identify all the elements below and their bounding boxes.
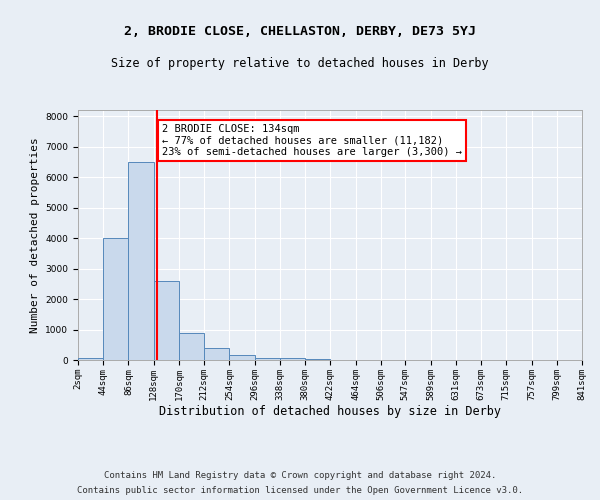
Text: 2, BRODIE CLOSE, CHELLASTON, DERBY, DE73 5YJ: 2, BRODIE CLOSE, CHELLASTON, DERBY, DE73… xyxy=(124,25,476,38)
Bar xyxy=(78,358,103,360)
Bar xyxy=(128,162,154,360)
Text: Contains public sector information licensed under the Open Government Licence v3: Contains public sector information licen… xyxy=(77,486,523,495)
Text: Contains HM Land Registry data © Crown copyright and database right 2024.: Contains HM Land Registry data © Crown c… xyxy=(104,471,496,480)
Bar xyxy=(229,356,254,360)
Bar xyxy=(305,359,331,360)
Bar xyxy=(280,358,305,360)
Bar xyxy=(179,332,204,360)
Y-axis label: Number of detached properties: Number of detached properties xyxy=(30,137,40,333)
Bar xyxy=(103,238,128,360)
Text: 2 BRODIE CLOSE: 134sqm
← 77% of detached houses are smaller (11,182)
23% of semi: 2 BRODIE CLOSE: 134sqm ← 77% of detached… xyxy=(162,124,462,157)
X-axis label: Distribution of detached houses by size in Derby: Distribution of detached houses by size … xyxy=(159,406,501,418)
Bar xyxy=(254,358,280,360)
Bar xyxy=(204,348,229,360)
Text: Size of property relative to detached houses in Derby: Size of property relative to detached ho… xyxy=(111,58,489,70)
Bar xyxy=(154,280,179,360)
